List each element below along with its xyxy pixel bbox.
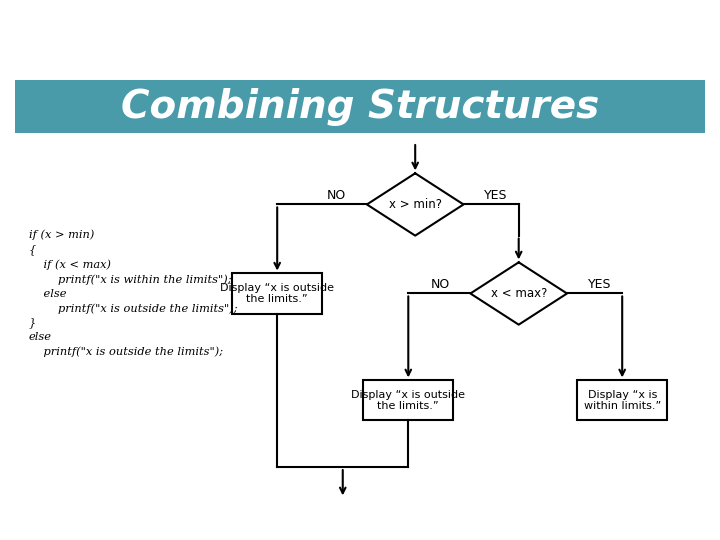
Text: Display “x is outside
the limits.”: Display “x is outside the limits.”	[220, 283, 334, 305]
FancyBboxPatch shape	[15, 80, 705, 133]
Text: x < max?: x < max?	[490, 287, 547, 300]
Text: NO: NO	[431, 278, 450, 291]
Text: Combining Structures: Combining Structures	[121, 87, 599, 125]
FancyBboxPatch shape	[577, 380, 667, 420]
FancyBboxPatch shape	[233, 273, 322, 314]
Text: Display “x is
within limits.”: Display “x is within limits.”	[584, 389, 661, 411]
Text: NO: NO	[327, 189, 346, 202]
Text: x > min?: x > min?	[389, 198, 441, 211]
Text: YES: YES	[484, 189, 508, 202]
Text: YES: YES	[588, 278, 611, 291]
Text: if (x > min)
{
    if (x < max)
        printf("x is within the limits");
    el: if (x > min) { if (x < max) printf("x is…	[29, 230, 238, 357]
FancyBboxPatch shape	[364, 380, 453, 420]
Text: Display “x is outside
the limits.”: Display “x is outside the limits.”	[351, 389, 465, 411]
